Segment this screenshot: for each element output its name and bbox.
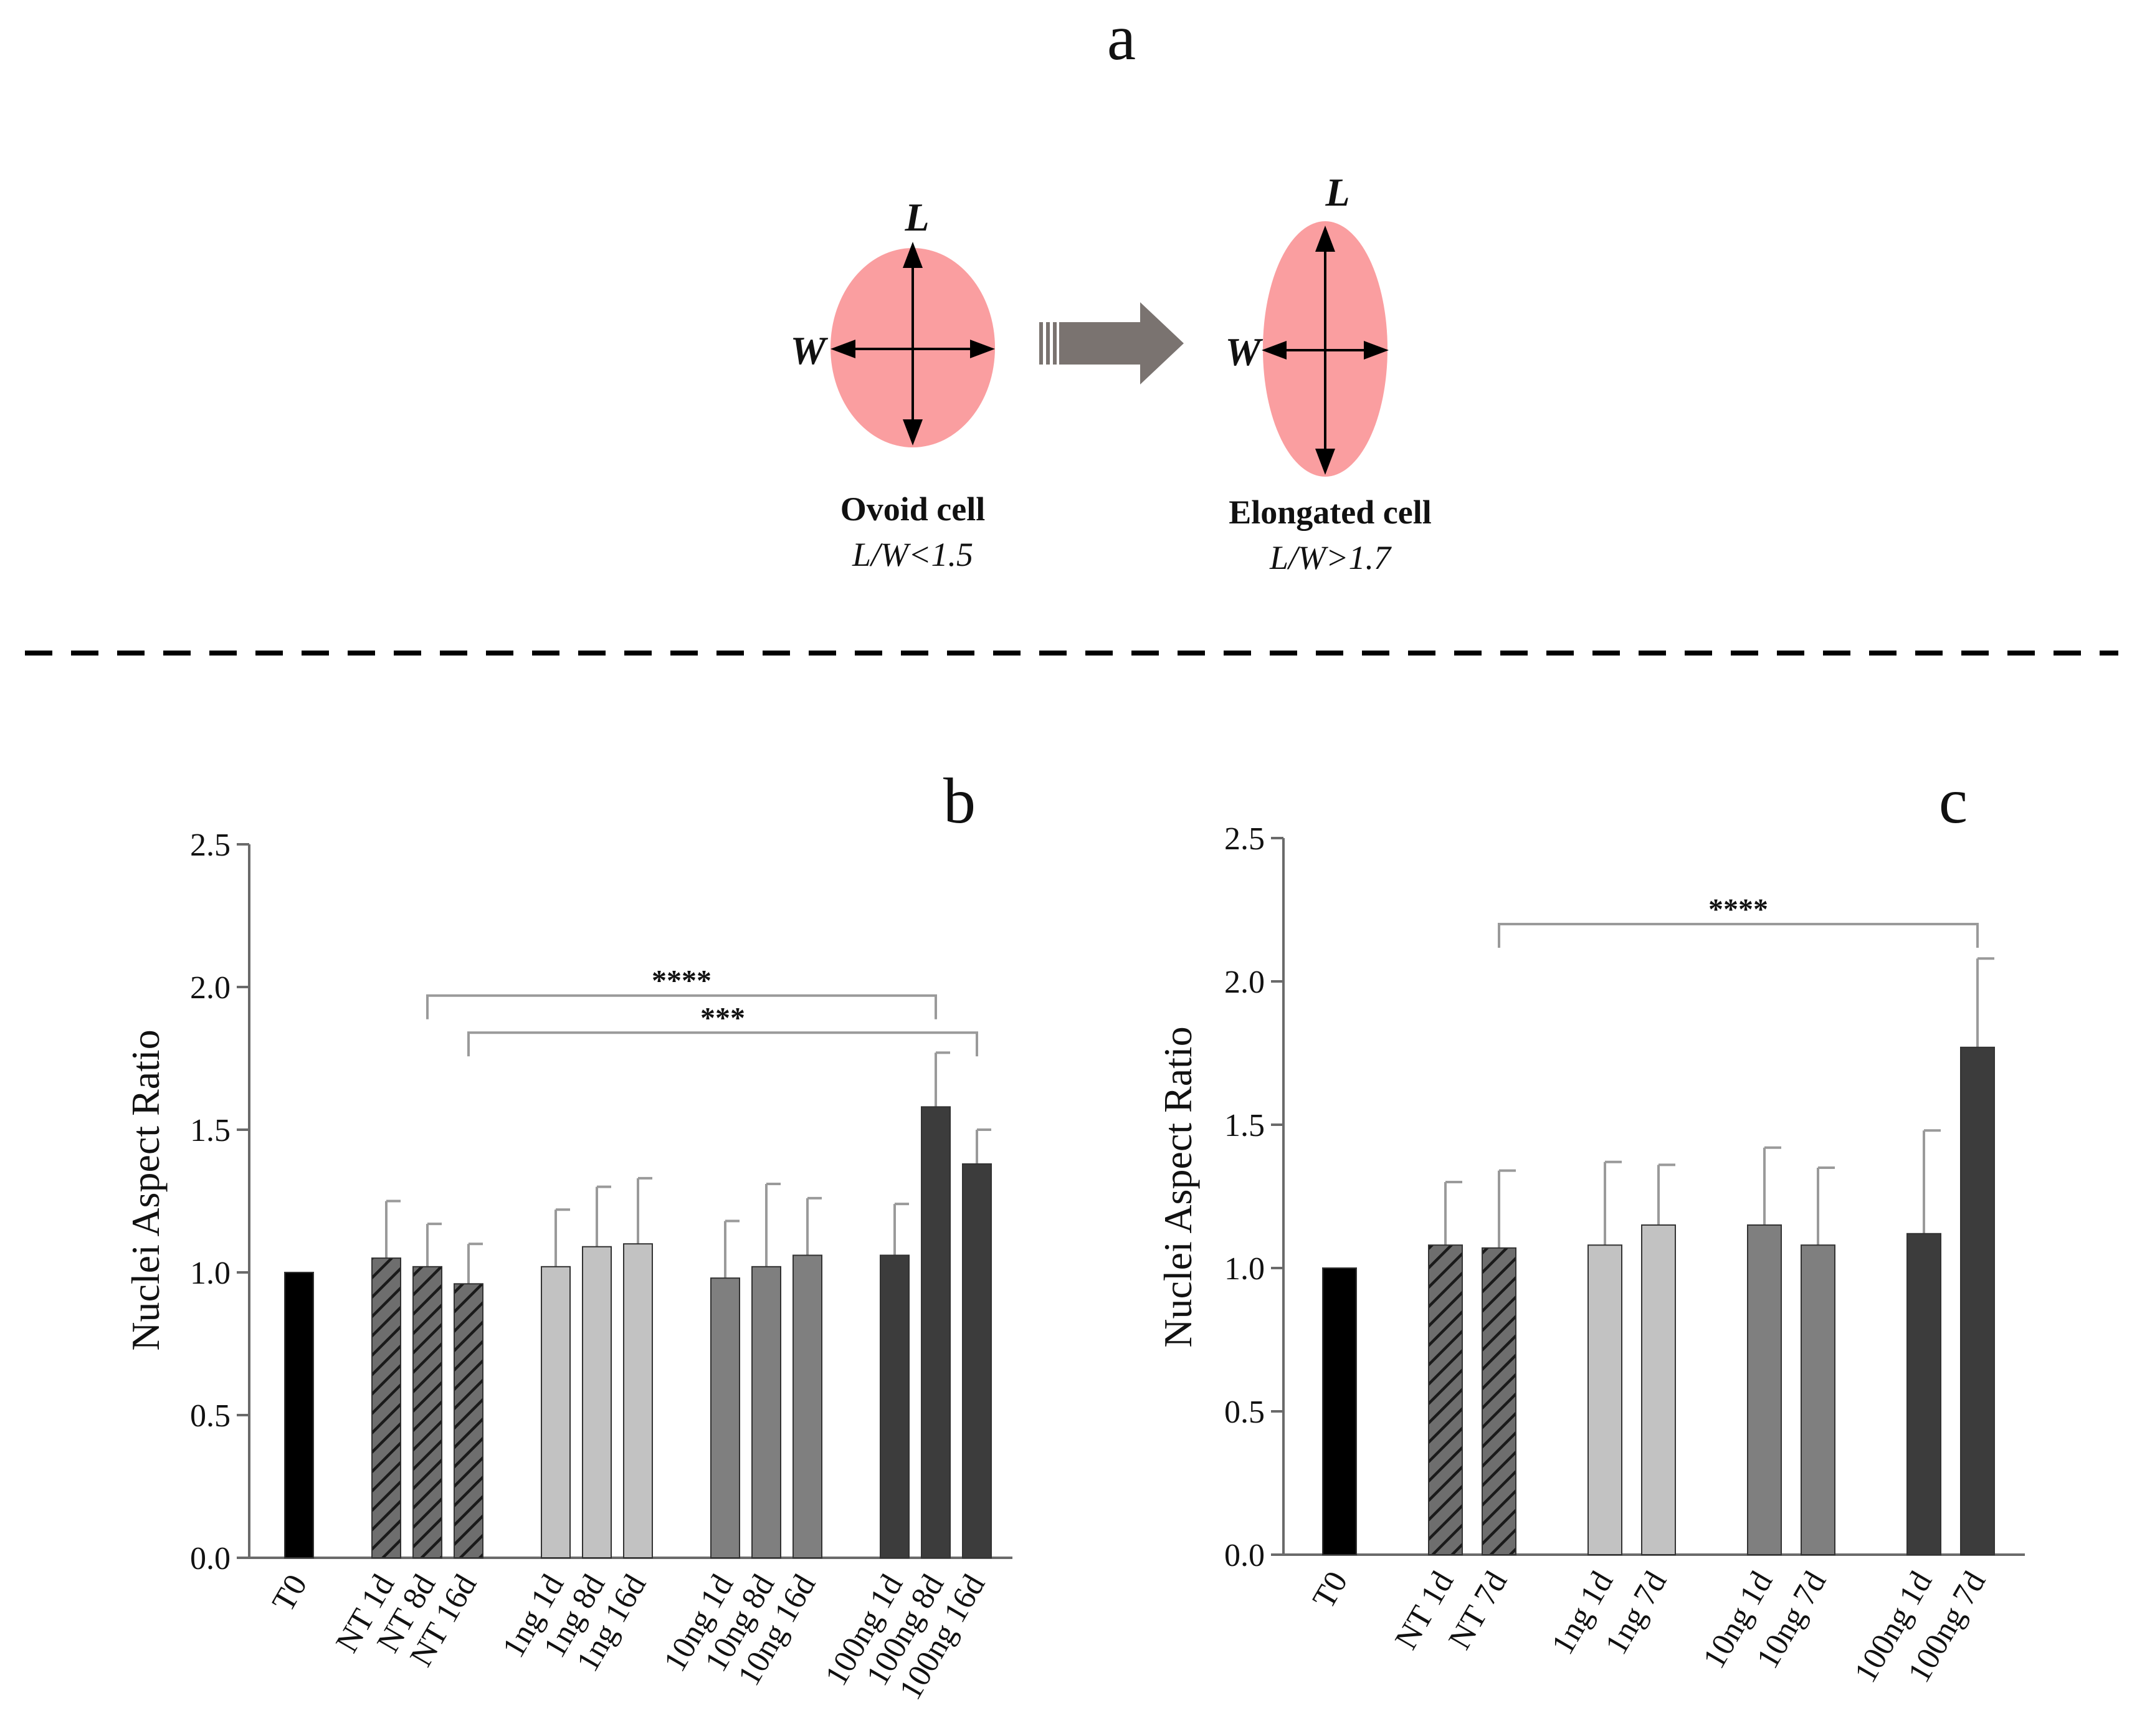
arrow-stripe xyxy=(1046,322,1050,365)
significance-label: *** xyxy=(700,1001,745,1034)
bar-10ng-7d xyxy=(1801,1244,1835,1555)
elongated-width-arrow-right xyxy=(1364,341,1389,360)
bar-1ng-1d xyxy=(541,1266,571,1558)
bar-1ng-1d xyxy=(1587,1244,1622,1555)
ovoid-cell-name: Ovoid cell xyxy=(840,490,985,528)
y-tick-label: 2.5 xyxy=(1224,821,1265,857)
y-tick-label: 2.0 xyxy=(190,970,231,1006)
y-tick-label: 1.5 xyxy=(190,1113,231,1148)
arrow-body xyxy=(1059,302,1184,384)
y-tick-label: 2.0 xyxy=(1224,965,1265,1000)
x-tick-label: T0 xyxy=(265,1569,314,1618)
bar-10ng-16d xyxy=(792,1254,822,1559)
bar-t0 xyxy=(284,1272,314,1558)
ovoid-width-label: W xyxy=(791,328,829,373)
significance-label: **** xyxy=(652,965,712,998)
arrow-stripe xyxy=(1039,322,1043,365)
bar-1ng-7d xyxy=(1641,1224,1676,1555)
ovoid-width-arrow-right xyxy=(970,340,995,358)
y-tick-label: 0.5 xyxy=(190,1398,231,1434)
elongated-cell-name: Elongated cell xyxy=(1229,494,1431,531)
transition-arrow xyxy=(1039,302,1184,384)
chart-b-y-axis-label: Nuclei Aspect Ratio xyxy=(123,1029,168,1350)
y-tick-label: 0.0 xyxy=(1224,1538,1265,1573)
panel-b-label: b xyxy=(943,765,976,837)
chart-b: b Nuclei Aspect Ratio 0.0 0.5 1.0 1.5 2.0 2.5… xyxy=(123,765,1012,1705)
y-tick-label: 0.0 xyxy=(190,1541,231,1576)
elongated-length-arrow-top xyxy=(1315,226,1335,252)
ovoid-cell-diagram: L W Ovoid cell L/W<1.5 xyxy=(791,195,995,573)
chart-c-y-axis-label: Nuclei Aspect Ratio xyxy=(1156,1026,1200,1347)
bar-1ng-8d xyxy=(582,1246,612,1559)
significance-bracket xyxy=(467,1031,978,1057)
significance-bracket xyxy=(1498,923,1979,948)
bar-nt-1d xyxy=(1428,1244,1463,1555)
bar-100ng-1d xyxy=(1906,1233,1941,1556)
elongated-length-arrow-bottom xyxy=(1315,449,1335,475)
y-tick-label: 1.0 xyxy=(1224,1251,1265,1287)
elongated-width-arrow-left xyxy=(1262,341,1287,360)
bar-nt-7d xyxy=(1482,1247,1516,1556)
ovoid-length-arrow-top xyxy=(903,242,923,268)
bar-nt-16d xyxy=(454,1283,483,1559)
significance-bracket xyxy=(426,994,937,1019)
bar-100ng-7d xyxy=(1960,1046,1995,1556)
ovoid-width-arrow-left xyxy=(831,340,855,358)
arrow-stripe xyxy=(1053,322,1057,365)
significance-label: **** xyxy=(1708,893,1768,926)
y-tick-label: 2.5 xyxy=(190,827,231,863)
bar-nt-8d xyxy=(412,1266,442,1558)
panel-a: a L W Ovoid cell L/W<1.5 xyxy=(791,2,1432,576)
bar-nt-1d xyxy=(371,1257,401,1558)
bar-t0 xyxy=(1322,1267,1357,1555)
bar-1ng-16d xyxy=(623,1243,653,1558)
chart-c: c Nuclei Aspect Ratio 0.0 0.5 1.0 1.5 2.0 2.5… xyxy=(1156,765,2025,1689)
bar-10ng-8d xyxy=(751,1266,781,1558)
ovoid-length-arrow-bottom xyxy=(903,419,923,446)
panel-c-label: c xyxy=(1939,765,1968,837)
y-tick-label: 1.0 xyxy=(190,1256,231,1291)
ovoid-cell-criterion: L/W<1.5 xyxy=(852,536,973,573)
elongated-width-label: W xyxy=(1226,330,1264,374)
bar-10ng-1d xyxy=(710,1277,740,1558)
elongated-cell-criterion: L/W>1.7 xyxy=(1269,539,1392,576)
y-tick-label: 1.5 xyxy=(1224,1108,1265,1143)
bar-100ng-1d xyxy=(880,1254,910,1559)
panel-a-label: a xyxy=(1107,2,1136,74)
bar-100ng-16d xyxy=(962,1163,992,1558)
ovoid-length-label: L xyxy=(904,195,929,239)
elongated-cell-diagram: L W Elongated cell L/W>1.7 xyxy=(1226,170,1432,576)
bar-100ng-8d xyxy=(921,1106,951,1558)
y-tick-label: 0.5 xyxy=(1224,1395,1265,1430)
bar-10ng-1d xyxy=(1747,1224,1782,1555)
elongated-length-label: L xyxy=(1325,170,1349,214)
x-tick-label: T0 xyxy=(1306,1566,1354,1615)
